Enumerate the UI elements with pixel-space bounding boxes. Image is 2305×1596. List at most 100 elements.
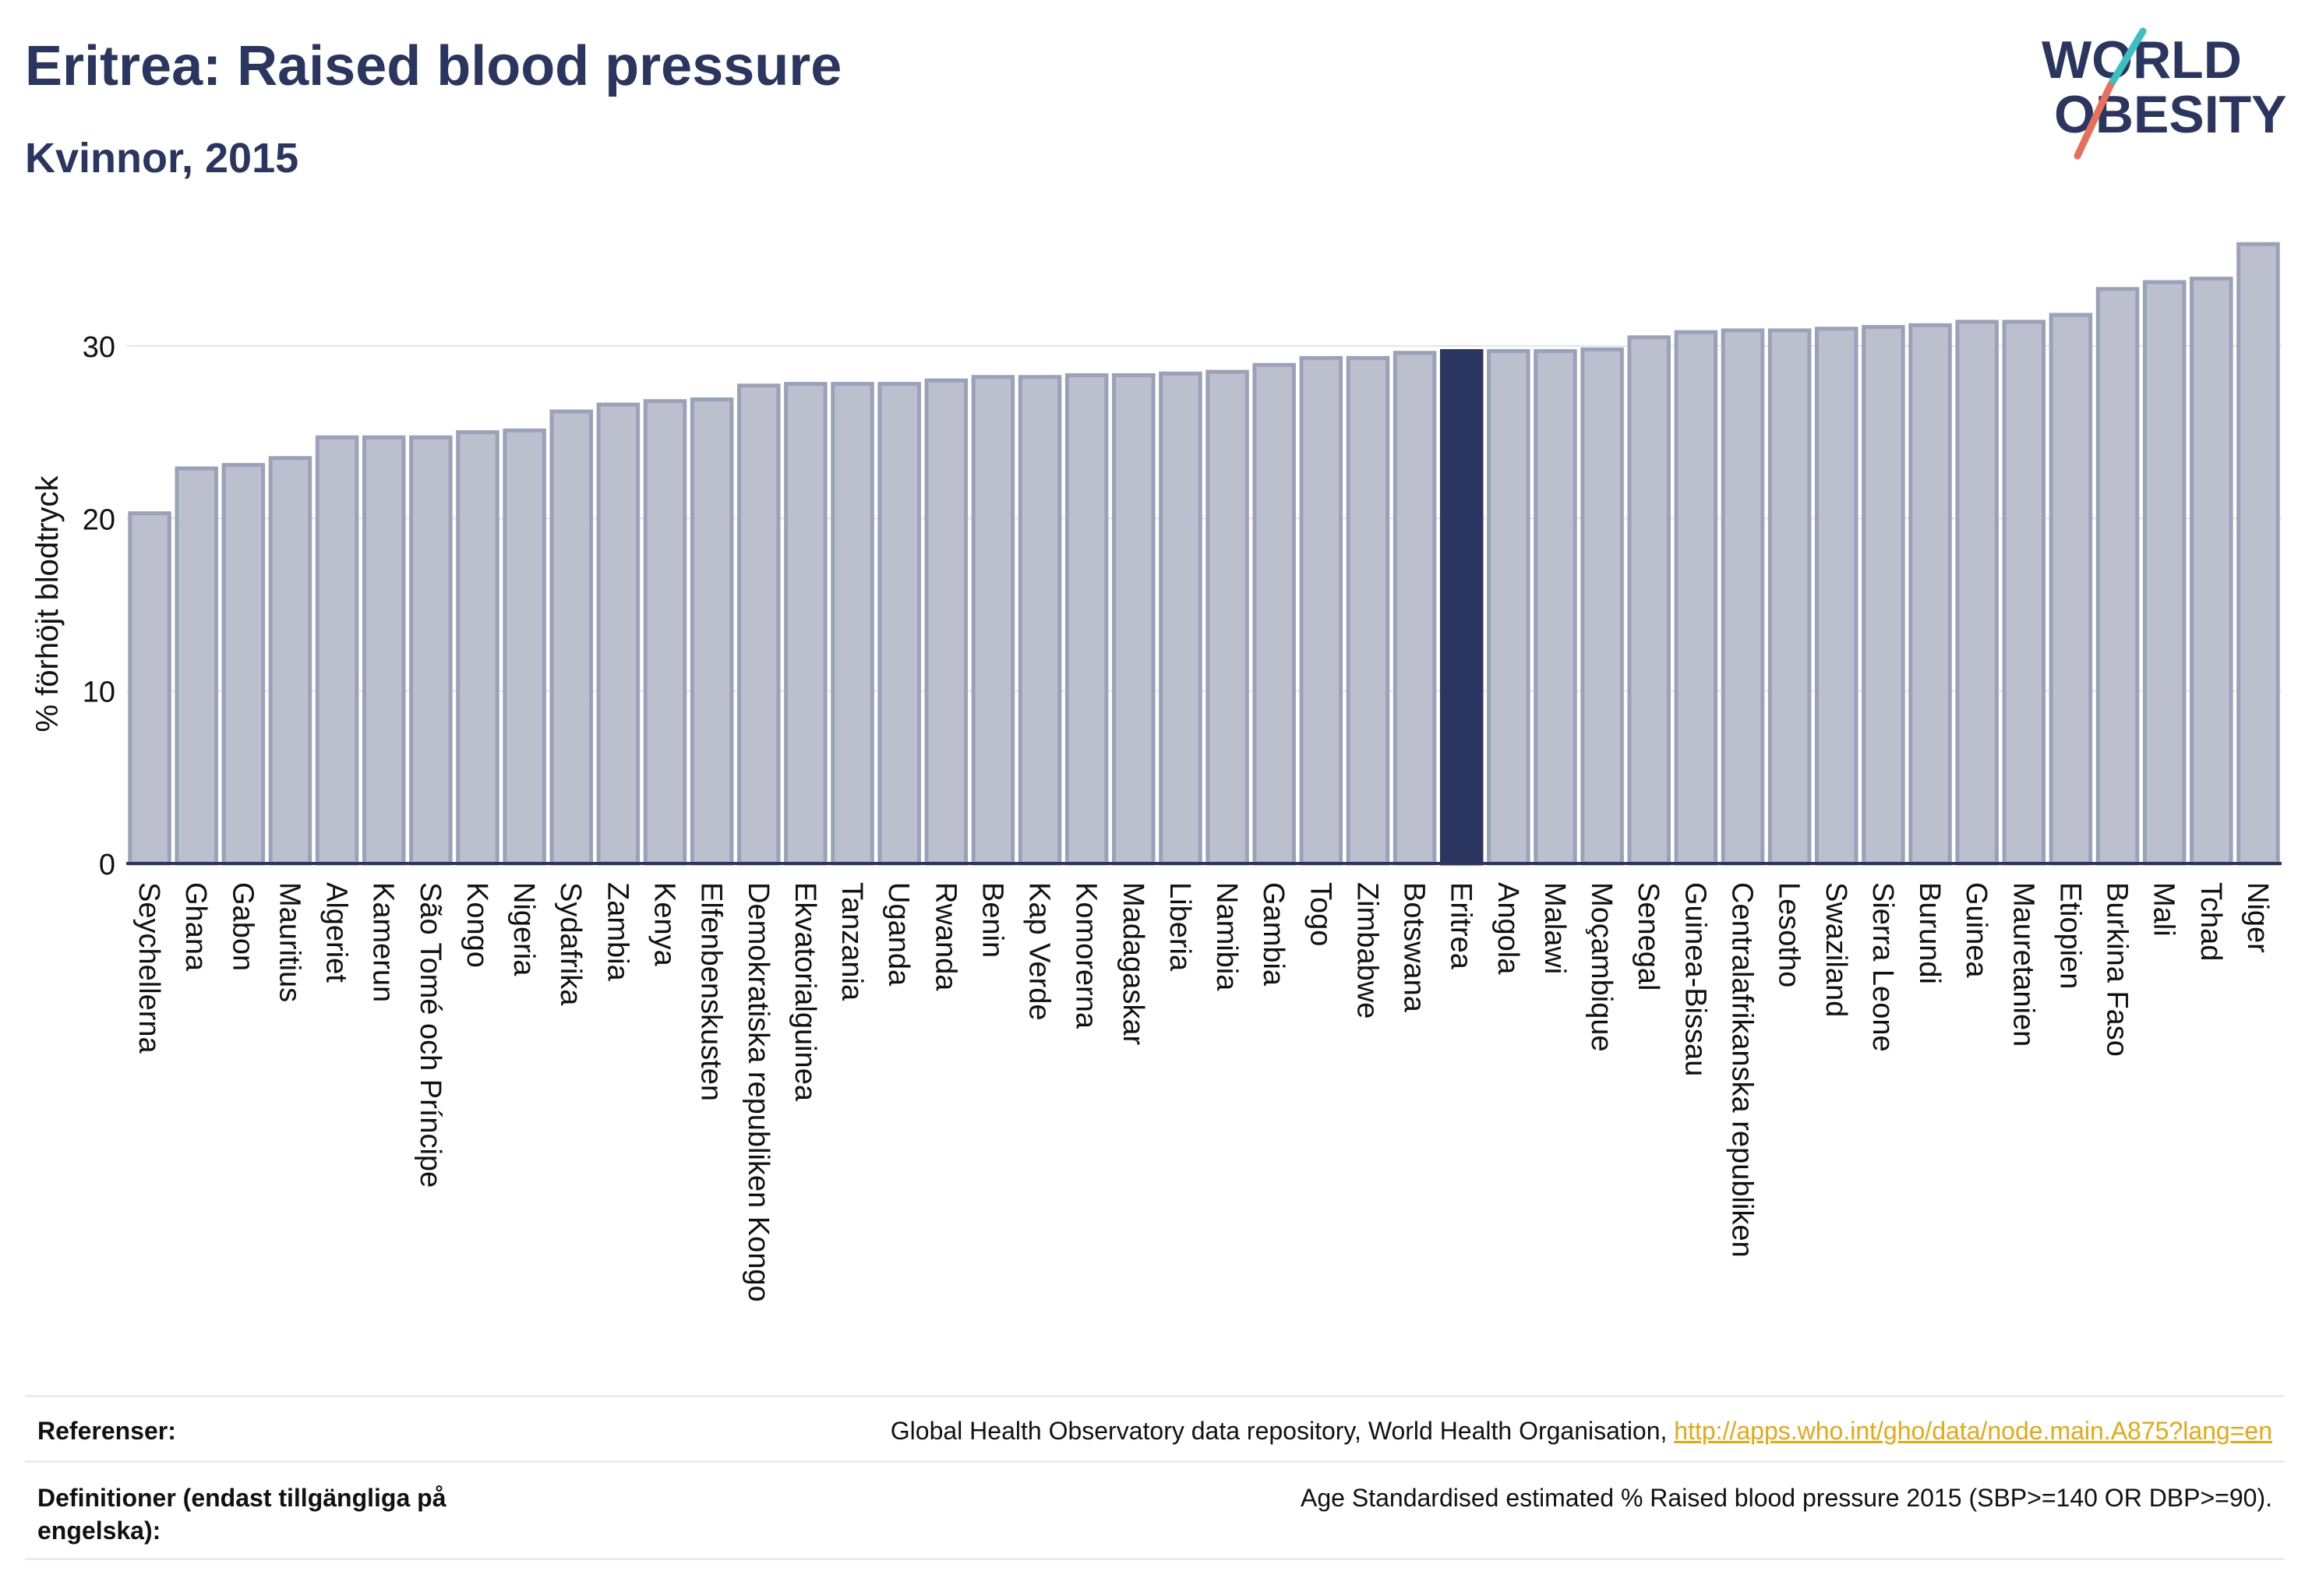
bar-mali <box>2142 280 2187 866</box>
definitions-row: Definitioner (endast tillgängliga på eng… <box>25 1460 2285 1560</box>
x-tick-label: Centralafrikanska republiken <box>1726 882 1759 1258</box>
x-tick-label: Swaziland <box>1820 882 1852 1017</box>
x-tick-label: Kap Verde <box>1023 882 1056 1020</box>
bar-tanzania <box>831 382 874 866</box>
bar-ekvatorialguinea <box>784 382 828 866</box>
logo-text-world: WORLD <box>2042 30 2242 90</box>
x-tick-label: Eritrea <box>1445 882 1477 970</box>
x-tick-label: Elfenbenskusten <box>695 882 728 1101</box>
bar-eritrea <box>1439 349 1484 866</box>
bar-zambia <box>596 402 641 866</box>
y-tick-label: 10 <box>83 676 115 709</box>
bar-madagaskar <box>1112 373 1156 866</box>
x-tick-label: Rwanda <box>929 882 962 991</box>
y-tick-label: 20 <box>83 503 115 536</box>
bar-gabon <box>221 463 266 866</box>
bar-guinea <box>1955 320 1999 866</box>
x-tick-label: Madagaskar <box>1117 882 1149 1045</box>
bar-etiopien <box>2049 312 2093 866</box>
bar-uganda <box>877 382 921 866</box>
references-row: Referenser: Global Health Observatory da… <box>25 1395 2285 1463</box>
bars-layer <box>128 242 2280 866</box>
bar-mauretanien <box>2002 320 2046 866</box>
definitions-value: Age Standardised estimated % Raised bloo… <box>1301 1484 2272 1512</box>
x-tick-label: Uganda <box>882 882 915 987</box>
bar-mo-ambique <box>1580 347 1624 866</box>
logo-text-obesity: OBESITY <box>2054 85 2287 144</box>
bar-sierra-leone <box>1862 325 1905 866</box>
bar-centralafrikanska-republiken <box>1721 328 1765 866</box>
x-tick-label: Kamerun <box>367 882 400 1002</box>
bar-demokratiska-republiken-kongo <box>737 383 781 866</box>
x-tick-label: Kongo <box>461 882 493 968</box>
logo-slash-coral-icon <box>2074 82 2114 160</box>
bar-benin <box>971 375 1015 866</box>
x-tick-label: Benin <box>976 882 1008 958</box>
x-tick-label: Angola <box>1491 882 1524 975</box>
bar-kongo <box>456 430 499 866</box>
bar-zimbabwe <box>1346 355 1390 866</box>
x-tick-label: Nigeria <box>507 882 540 976</box>
bar-sydafrika <box>549 409 593 866</box>
x-tick-label: Niger <box>2241 882 2274 953</box>
chart-subtitle: Kvinnor, 2015 <box>25 135 299 182</box>
x-tick-label: São Tomé och Príncipe <box>414 882 447 1188</box>
bar-lesotho <box>1767 328 1812 866</box>
bar-algeriet <box>315 435 359 866</box>
bar-elfenbenskusten <box>690 397 734 866</box>
x-tick-label: Burundi <box>1913 882 1946 984</box>
x-tick-label: Gabon <box>226 882 259 971</box>
bar-rwanda <box>924 378 969 866</box>
bar-chart: 0 10 20 30 Seychellerna Ghana Gabon Mauritius A… <box>30 242 2282 1302</box>
bar-malawi <box>1534 349 1577 866</box>
x-tick-label: Mali <box>2148 882 2180 937</box>
x-tick-label: Kenya <box>648 882 681 967</box>
bar-namibia <box>1205 369 1249 866</box>
y-tick-label: 0 <box>99 849 115 881</box>
bar-angola <box>1487 349 1530 866</box>
bar-komorerna <box>1064 373 1109 866</box>
x-tick-label: Gambia <box>1257 882 1290 987</box>
bar-kenya <box>643 399 687 866</box>
x-tick-label: Senegal <box>1632 882 1664 990</box>
x-tick-label: Ghana <box>179 882 212 972</box>
x-tick-label: Demokratiska republiken Kongo <box>742 882 775 1302</box>
bar-seychellerna <box>128 511 171 866</box>
bar-kap-verde <box>1018 375 1062 866</box>
x-tick-label: Etiopien <box>2053 882 2086 989</box>
references-link[interactable]: http://apps.who.int/gho/data/node.main.A… <box>1674 1417 2272 1445</box>
bar-burundi <box>1908 323 1952 866</box>
x-tick-label: Togo <box>1304 882 1336 946</box>
axis-layer: 0 10 20 30 <box>83 331 2282 881</box>
references-value: Global Health Observatory data repositor… <box>891 1414 2272 1447</box>
bar-guinea-bissau <box>1674 330 1718 866</box>
y-tick-label: 30 <box>83 331 115 364</box>
bar-burkina-faso <box>2095 287 2140 866</box>
x-tick-label: Seychellerna <box>132 882 165 1054</box>
references-text: Global Health Observatory data repositor… <box>890 1417 1675 1445</box>
x-tick-label: Malawi <box>1538 882 1571 974</box>
bar-liberia <box>1159 371 1202 866</box>
logo-slash-teal-icon <box>2106 27 2147 90</box>
x-tick-label: Tanzania <box>835 882 868 1001</box>
x-tick-label: Namibia <box>1210 882 1243 991</box>
x-tick-label: Mauritius <box>273 882 305 1002</box>
bar-s-o-tom-och-pr-ncipe <box>409 435 453 866</box>
bar-senegal <box>1627 335 1671 866</box>
x-tick-label: Moçambique <box>1585 882 1618 1052</box>
bar-botswana <box>1393 351 1437 866</box>
x-tick-label: Botswana <box>1398 882 1431 1013</box>
x-tick-label: Lesotho <box>1773 882 1806 987</box>
x-tick-label: Ekvatorialguinea <box>789 882 821 1102</box>
x-tick-label: Mauretanien <box>2007 882 2039 1047</box>
x-tick-label: Sydafrika <box>554 882 587 1006</box>
bar-niger <box>2236 242 2280 866</box>
x-tick-label: Algeriet <box>320 882 353 983</box>
x-tick-label: Tchad <box>2194 882 2227 961</box>
labels-layer: Seychellerna Ghana Gabon Mauritius Algeriet K… <box>132 882 2274 1302</box>
bar-swaziland <box>1815 327 1858 866</box>
x-tick-label: Liberia <box>1163 882 1196 972</box>
bar-mauritius <box>268 456 312 866</box>
x-tick-label: Komorerna <box>1070 882 1103 1029</box>
x-tick-label: Zimbabwe <box>1350 882 1383 1019</box>
